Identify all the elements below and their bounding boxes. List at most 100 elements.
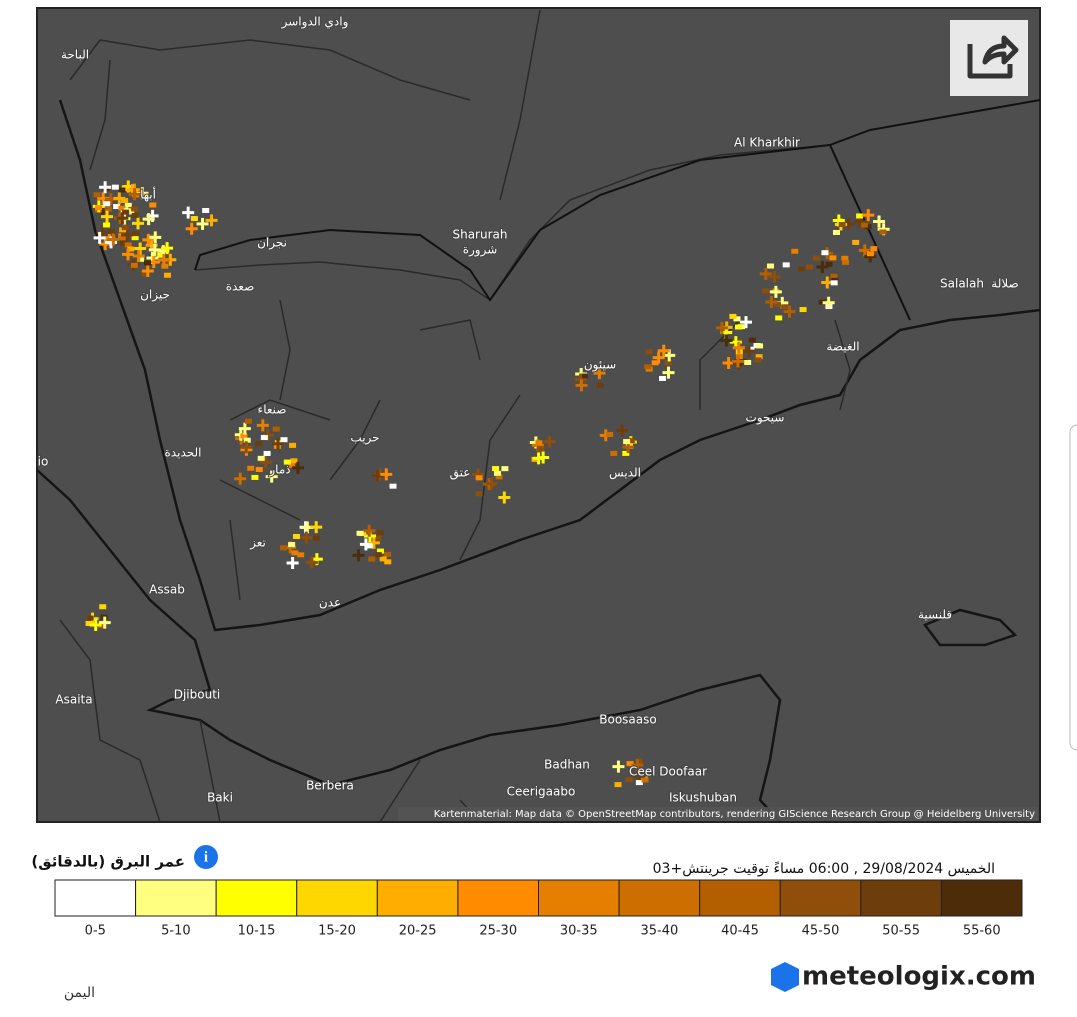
lightning-mark: [720, 334, 733, 347]
lightning-mark: [765, 295, 778, 308]
lightning-mark: [766, 263, 774, 269]
lightning-mark: [99, 238, 112, 251]
lightning-mark: [830, 273, 838, 279]
lightning-mark: [107, 233, 120, 246]
lightning-mark: [825, 261, 833, 267]
borders: [59, 9, 911, 823]
lightning-mark: [255, 441, 263, 447]
lightning-mark: [259, 456, 272, 469]
lightning-mark: [131, 235, 139, 241]
place-label: Asaita: [55, 693, 92, 707]
lightning-mark: [287, 463, 295, 469]
lightning-mark: [240, 433, 248, 439]
legend-swatch: [296, 879, 378, 917]
place-label: Badhan: [544, 758, 590, 772]
lightning-mark: [291, 461, 304, 474]
lightning-mark: [625, 777, 633, 783]
lightning-mark: [130, 262, 138, 268]
lightning-mark: [113, 192, 126, 205]
place-label: الحديدة: [165, 446, 202, 460]
lightning-mark: [756, 343, 764, 349]
lightning-mark: [832, 229, 840, 235]
lightning-mark: [376, 530, 384, 536]
place-labels: وادي الدواسر الباحة أبها نجران صعدة جيزا…: [37, 14, 1020, 806]
lightning-mark: [202, 207, 210, 213]
lightning-mark: [739, 316, 752, 329]
lightning-mark: [119, 241, 127, 247]
brand: meteologix.com: [771, 962, 1036, 992]
share-button[interactable]: [950, 20, 1028, 96]
lightning-mark: [614, 782, 622, 788]
lightning-mark: [862, 209, 875, 222]
place-label: صلالة: [991, 277, 1018, 291]
lightning-mark: [866, 251, 874, 257]
lightning-mark: [300, 531, 313, 544]
lightning-mark: [280, 545, 288, 551]
lightning-mark: [657, 344, 670, 357]
lightning-mark: [352, 549, 365, 562]
brand-icon: [771, 962, 799, 992]
lightning-mark: [85, 620, 93, 626]
lightning-mark: [289, 442, 297, 448]
lightning-mark: [363, 524, 376, 537]
lightning-mark: [305, 556, 318, 569]
lightning-mark: [263, 450, 271, 456]
place-label: Baki: [207, 791, 233, 805]
lightning-mark: [830, 280, 838, 286]
place-label: io: [38, 455, 49, 469]
legend-swatch: [699, 879, 781, 917]
legend-label: 45-50: [802, 924, 840, 939]
lightning-mark: [635, 758, 643, 764]
lightning-mark: [131, 212, 139, 218]
lightning-mark: [256, 419, 269, 432]
lightning-mark: [858, 244, 871, 257]
map-background: [36, 7, 1041, 823]
info-icon-glyph[interactable]: i: [204, 849, 208, 865]
place-label: صعدة: [226, 280, 255, 294]
lightning-mark: [99, 181, 112, 194]
lightning-mark: [148, 243, 161, 256]
legend-label: 15-20: [318, 924, 356, 939]
legend-label: 50-55: [882, 924, 920, 939]
lightning-mark: [124, 202, 132, 208]
lightning-mark: [623, 439, 631, 445]
lightning-mark: [631, 759, 644, 772]
lightning-mark: [122, 248, 135, 261]
lightning-mark: [149, 231, 162, 244]
lightning-mark: [161, 263, 169, 269]
lightning-mark: [196, 217, 209, 230]
lightning-mark: [783, 305, 796, 318]
lightning-mark: [113, 204, 121, 210]
lightning-mark: [132, 217, 145, 230]
lightning-mark: [856, 213, 864, 219]
info-icon[interactable]: [194, 845, 218, 869]
lightning-mark: [313, 535, 321, 541]
lightning-mark: [501, 466, 509, 472]
lightning-mark: [310, 521, 323, 534]
lightning-mark: [799, 307, 807, 313]
lightning-mark: [575, 379, 588, 392]
lightning-mark: [829, 255, 837, 261]
lightning-mark: [121, 225, 129, 231]
attribution: Kartenmaterial: Map data © OpenStreetMap…: [434, 809, 1035, 820]
lightning-mark: [791, 248, 799, 254]
lightning-mark: [659, 375, 667, 381]
lightning-mark: [380, 468, 393, 481]
place-label: أبها: [140, 187, 156, 202]
lightning-mark: [260, 435, 268, 441]
lightning-mark: [816, 261, 829, 274]
lightning-mark: [245, 418, 253, 424]
side-handle[interactable]: [1069, 424, 1077, 751]
place-label: جيزان: [140, 288, 170, 303]
lightning-mark: [645, 349, 653, 355]
lightning-mark: [664, 360, 672, 366]
lightning-mark: [128, 188, 141, 201]
lightning-mark: [379, 556, 387, 562]
lightning-mark: [111, 184, 119, 190]
lightning-mark: [359, 538, 372, 551]
lightning-mark: [205, 214, 218, 227]
share-icon[interactable]: [967, 35, 1019, 79]
lightning-layer: [85, 180, 890, 788]
lightning-mark: [797, 266, 805, 272]
lightning-mark: [495, 474, 503, 480]
